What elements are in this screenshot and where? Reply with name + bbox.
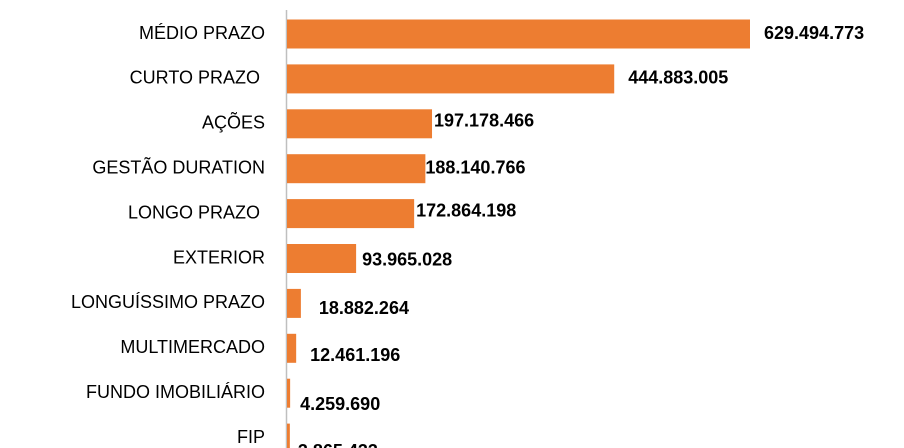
bar xyxy=(287,19,750,49)
value-label: 12.461.196 xyxy=(310,345,400,365)
bar xyxy=(287,333,297,363)
bar xyxy=(287,288,301,318)
bar xyxy=(287,244,357,273)
value-label: 197.178.466 xyxy=(434,111,534,131)
category-label: MÉDIO PRAZO xyxy=(139,23,265,43)
value-label: 3.865.433 xyxy=(298,441,378,448)
bar xyxy=(287,154,426,184)
value-label: 629.494.773 xyxy=(764,23,864,43)
bar xyxy=(287,64,615,94)
category-label: LONGO PRAZO xyxy=(128,202,265,222)
bar xyxy=(287,199,415,229)
value-label: 18.882.264 xyxy=(319,298,409,318)
value-label: 188.140.766 xyxy=(425,157,525,177)
category-label: FIP xyxy=(237,427,265,447)
value-label: 93.965.028 xyxy=(362,249,452,269)
category-label: MULTIMERCADO xyxy=(120,337,265,357)
category-label: GESTÃO DURATION xyxy=(92,156,265,177)
value-label: 172.864.198 xyxy=(416,200,516,220)
category-label: LONGUÍSSIMO PRAZO xyxy=(71,292,265,312)
value-label: 4.259.690 xyxy=(300,394,380,414)
bar xyxy=(287,109,433,139)
category-label: AÇÕES xyxy=(202,112,265,133)
category-label: EXTERIOR xyxy=(173,247,265,267)
bar xyxy=(287,378,291,408)
value-label: 444.883.005 xyxy=(628,68,728,88)
category-label: CURTO PRAZO xyxy=(130,68,265,88)
bar xyxy=(287,423,290,448)
category-label: FUNDO IMOBILIÁRIO xyxy=(86,382,265,402)
